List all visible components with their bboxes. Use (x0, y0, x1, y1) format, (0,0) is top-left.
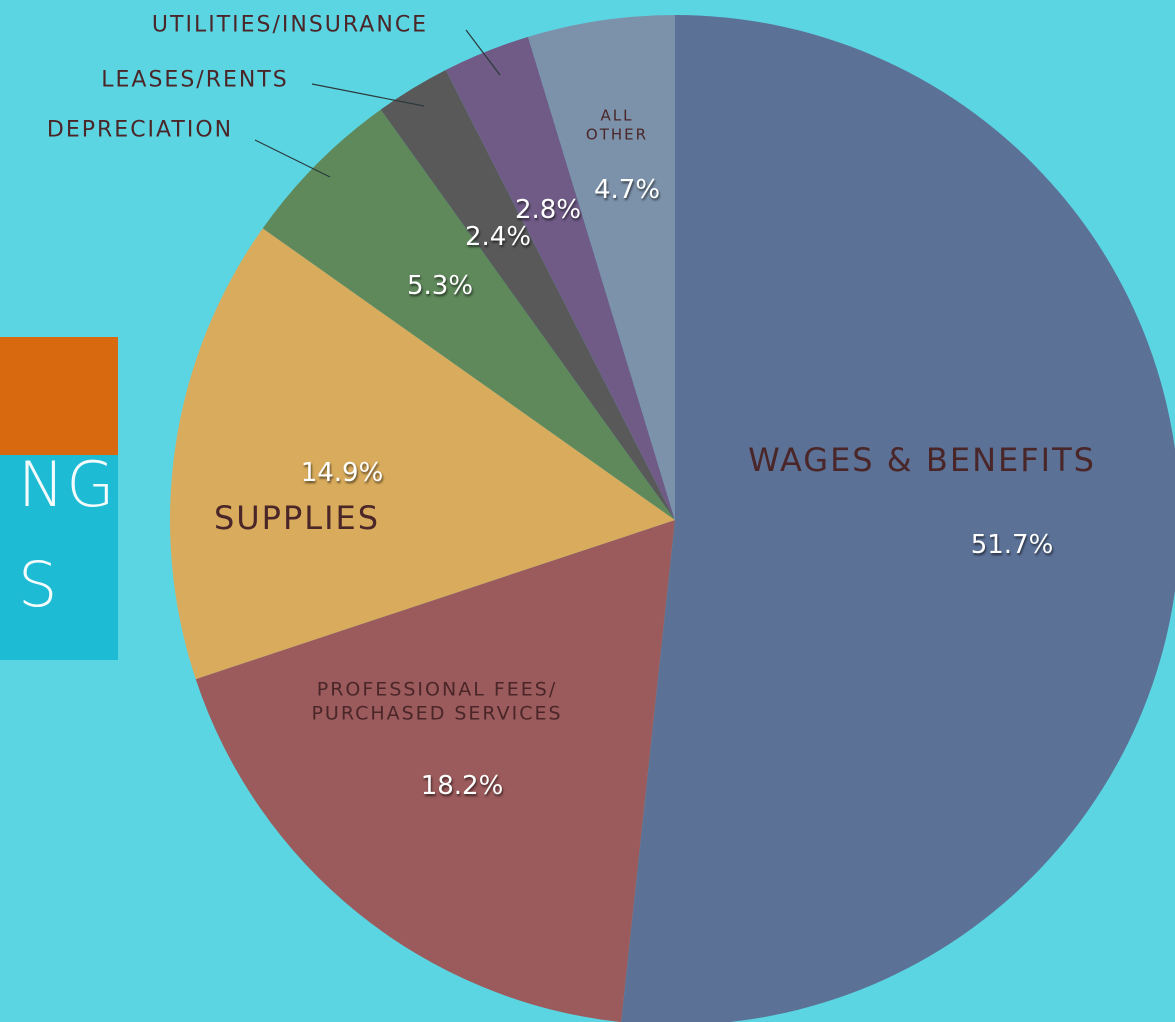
value-label: 5.3% (406, 270, 474, 301)
slice-label: UTILITIES/INSURANCE (151, 12, 429, 38)
slice-label: SUPPLIES (213, 499, 381, 537)
value-label: 18.2% (420, 770, 504, 801)
pie-slice (170, 228, 675, 680)
title-line: NG (18, 448, 117, 521)
title-box (0, 455, 118, 660)
pie-slice (445, 36, 675, 520)
value-label: 2.4% (464, 221, 532, 252)
slice-label: WAGES & BENEFITS (748, 441, 1096, 479)
value-label: 51.7% (970, 529, 1054, 560)
leader-line (311, 83, 425, 107)
value-label: 2.8% (514, 194, 582, 225)
value-label: 4.7% (593, 174, 661, 205)
slice-label: DEPRECIATION (46, 117, 234, 143)
pie-slice (262, 109, 675, 520)
leader-line (465, 29, 501, 76)
leader-line (254, 139, 331, 178)
title-line: S (18, 548, 60, 621)
pie-slice (195, 520, 675, 1022)
slice-label: PROFESSIONAL FEES/ PURCHASED SERVICES (311, 678, 563, 724)
slice-label: LEASES/RENTS (101, 67, 289, 93)
slice-label: ALL OTHER (585, 106, 649, 143)
pie-slice (380, 70, 675, 521)
value-label: 14.9% (300, 457, 384, 488)
accent-box (0, 337, 118, 455)
pie-slice (621, 15, 1175, 1022)
pie-slice (528, 15, 675, 520)
